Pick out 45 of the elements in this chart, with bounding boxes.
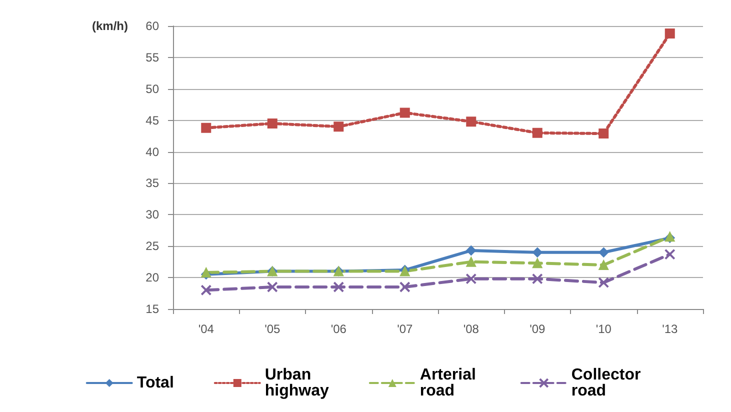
point xyxy=(267,118,278,128)
point xyxy=(466,116,476,127)
y-tick-label: 40 xyxy=(146,144,160,159)
point xyxy=(598,247,609,258)
y-tick-label: 45 xyxy=(146,113,160,128)
legend-label: Arterial road xyxy=(420,366,480,400)
point xyxy=(664,248,676,260)
point xyxy=(466,256,476,267)
y-tick-label: 50 xyxy=(146,82,160,96)
y-axis-title: (km/h) xyxy=(92,19,128,33)
y-tick-label: 25 xyxy=(146,239,160,254)
point xyxy=(532,273,543,284)
y-tick-label: 35 xyxy=(146,176,160,190)
x-tick-label: '10 xyxy=(596,322,612,336)
x-tick-label: '13 xyxy=(662,322,678,336)
x-tick-label: '08 xyxy=(463,322,480,336)
point xyxy=(333,281,344,292)
point xyxy=(200,284,212,296)
y-tick-label: 20 xyxy=(146,270,160,285)
x-tick-label: '04 xyxy=(198,322,214,336)
legend-label: Collector road xyxy=(571,366,646,400)
point xyxy=(334,122,344,132)
point xyxy=(466,273,477,284)
point xyxy=(598,128,609,139)
point xyxy=(664,28,675,39)
point xyxy=(532,258,542,268)
point xyxy=(532,128,542,138)
legend-label: Urban highway xyxy=(264,366,329,400)
point xyxy=(399,281,410,292)
point xyxy=(201,122,212,133)
legend-label: Total xyxy=(136,374,174,392)
y-tick-label: 30 xyxy=(146,208,160,222)
point xyxy=(598,260,609,270)
x-tick-label: '05 xyxy=(264,322,281,336)
point xyxy=(266,281,278,292)
y-tick-label: 55 xyxy=(146,50,160,64)
y-tick-label: 15 xyxy=(146,302,160,316)
x-tick-label: '07 xyxy=(397,322,414,336)
y-tick-label: 60 xyxy=(146,19,160,33)
point xyxy=(466,246,476,256)
point xyxy=(400,108,410,118)
point xyxy=(532,247,542,258)
point xyxy=(598,277,610,288)
x-tick-label: '06 xyxy=(330,322,347,336)
x-tick-label: '09 xyxy=(530,322,546,336)
